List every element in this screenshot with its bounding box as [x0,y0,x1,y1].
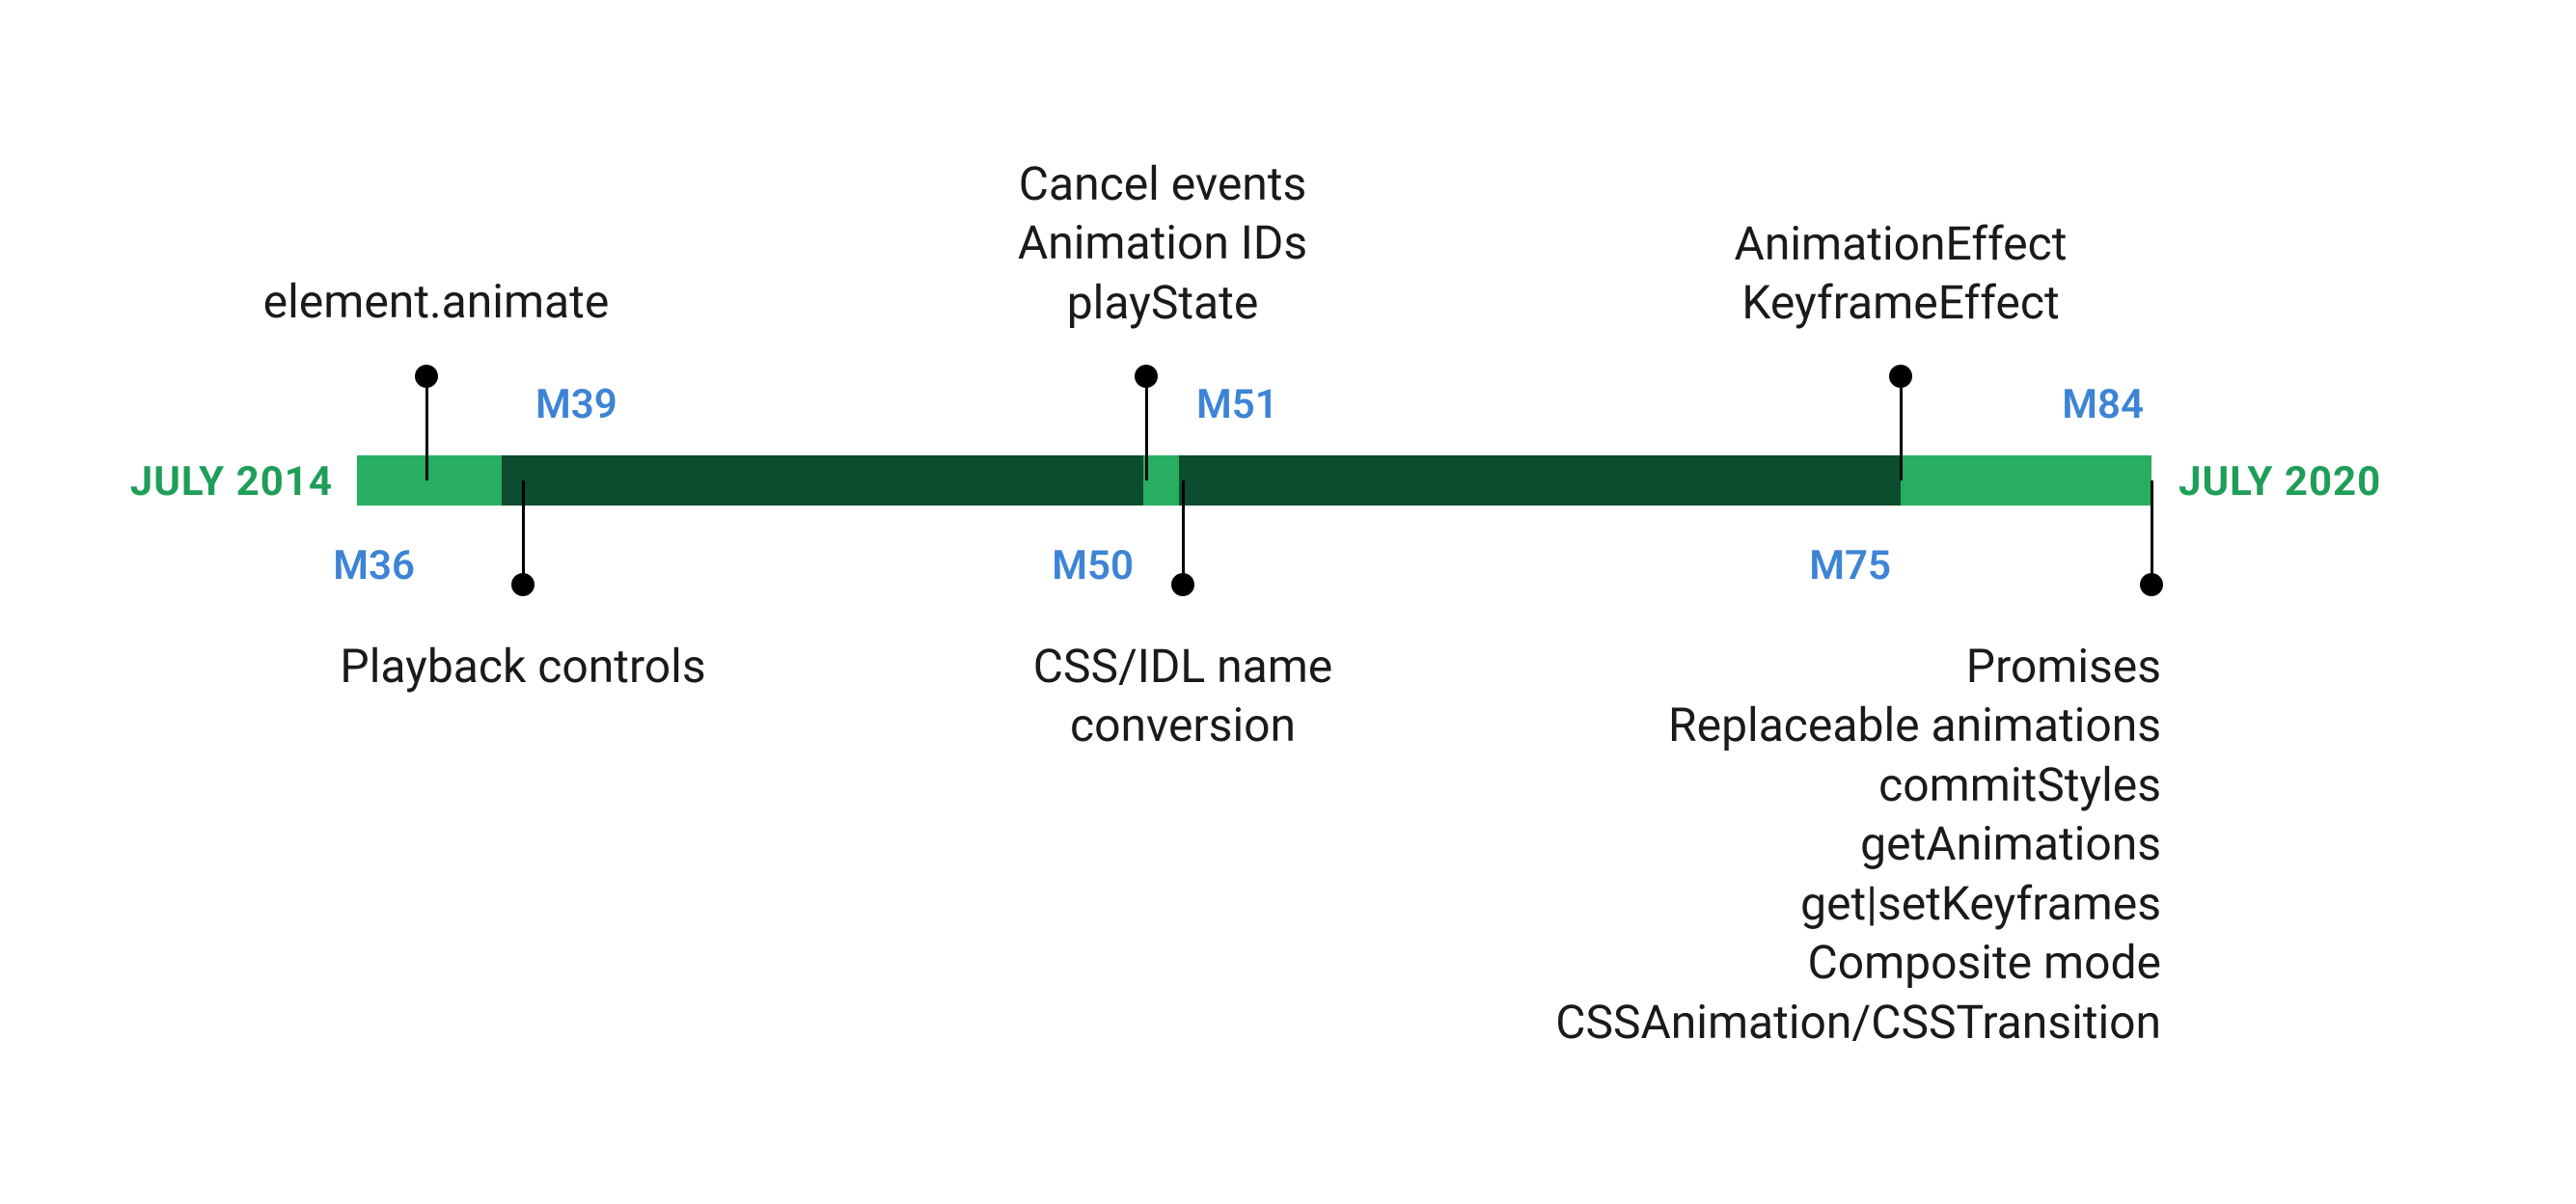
feature-text: CSSAnimation/CSSTransition [1555,993,2161,1052]
feature-text: Animation IDs [1018,213,1307,272]
timeline-bar-segment [502,455,1143,506]
timeline-bar-segment [1143,455,1179,506]
tick-dot [415,365,438,388]
tick-line [2151,480,2153,585]
tick-line [1145,376,1148,480]
milestone-label-m39: M39 [535,381,617,428]
milestone-label-m51: M51 [1196,381,1278,428]
timeline-diagram: JULY 2014 JULY 2020 M36 element.animate M39 P… [0,0,2576,1204]
feature-text: Composite mode [1555,933,2161,992]
feature-block-m75: AnimationEffectKeyframeEffect [1735,214,2068,333]
tick-dot [1171,573,1194,596]
timeline-end-label: JULY 2020 [2179,458,2381,506]
tick-line [425,376,428,480]
feature-block-m39: Playback controls [340,637,705,696]
feature-text: Playback controls [340,637,705,696]
feature-block-m84: PromisesReplaceable animationscommitStyl… [1555,637,2161,1052]
tick-dot [1135,365,1158,388]
feature-text: get|setKeyframes [1555,874,2161,933]
feature-text: element.animate [263,272,610,331]
milestone-label-m75: M75 [1809,542,1891,589]
milestone-label-m50: M50 [1052,542,1134,589]
timeline-start-label: JULY 2014 [130,458,333,506]
feature-text: getAnimations [1555,814,2161,873]
feature-text: AnimationEffect [1735,214,2068,273]
feature-block-m50: Cancel eventsAnimation IDsplayState [1018,154,1307,332]
feature-block-m36: element.animate [263,272,610,331]
tick-dot [2140,573,2163,596]
milestone-label-m36: M36 [333,542,415,589]
feature-text: Cancel events [1018,154,1307,213]
feature-text: Promises [1555,637,2161,696]
tick-dot [511,573,534,596]
tick-line [522,480,525,585]
feature-block-m51: CSS/IDL nameconversion [1033,637,1333,755]
tick-line [1900,376,1903,480]
tick-dot [1889,365,1912,388]
feature-text: Replaceable animations [1555,696,2161,754]
timeline-bar-segment [357,455,502,506]
feature-text: playState [1018,273,1307,332]
milestone-label-m84: M84 [2062,381,2144,428]
timeline-bar-segment [1901,455,2151,506]
timeline-bar-segment [1179,455,1901,506]
feature-text: KeyframeEffect [1735,273,2068,332]
feature-text: commitStyles [1555,755,2161,814]
tick-line [1182,480,1185,585]
feature-text: conversion [1033,696,1333,754]
feature-text: CSS/IDL name [1033,637,1333,696]
